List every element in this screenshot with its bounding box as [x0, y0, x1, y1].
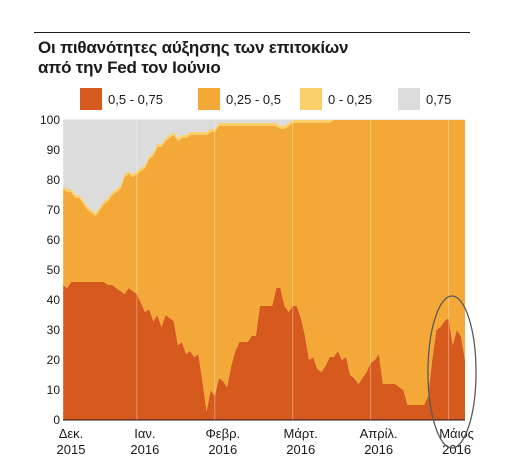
- chart-title-line-2: από την Fed τον Ιούνιο: [38, 58, 221, 77]
- legend-item-0-75: 0,75: [398, 88, 451, 110]
- chart-title-line-1: Οι πιθανότητες αύξησης των επιτοκίων: [38, 38, 349, 57]
- x-tick-label-month-5: Μάιος: [439, 426, 474, 441]
- legend-item-0-5-0-75: 0,5 - 0,75: [80, 88, 163, 110]
- y-tick-label-60: 60: [47, 233, 61, 247]
- x-tick-label-year-1: 2016: [130, 442, 159, 457]
- x-tick-label-month-0: Δεκ.: [59, 426, 84, 441]
- y-tick-label-40: 40: [47, 293, 61, 307]
- area-series-2: [63, 120, 465, 216]
- legend-swatch: [300, 88, 322, 110]
- legend-label: 0,75: [426, 91, 452, 107]
- area-series-1: [63, 120, 465, 411]
- title-top-rule: [34, 32, 470, 33]
- y-tick-label-80: 80: [47, 173, 61, 187]
- x-tick-label-year-5: 2016: [442, 442, 471, 457]
- legend-swatch: [80, 88, 102, 110]
- legend-item-0-0-25: 0 - 0,25: [300, 88, 372, 110]
- y-tick-label-70: 70: [47, 203, 61, 217]
- y-tick-label-10: 10: [47, 383, 61, 397]
- area-series-0: [63, 282, 465, 420]
- legend-item-0-25-0-5: 0,25 - 0,5: [198, 88, 281, 110]
- legend-label: 0,5 - 0,75: [108, 91, 163, 107]
- legend-swatch: [398, 88, 420, 110]
- x-tick-label-month-2: Φεβρ.: [205, 426, 240, 441]
- x-tick-label-month-1: Ιαν.: [134, 426, 155, 441]
- x-tick-label-year-3: 2016: [286, 442, 315, 457]
- area-series-3: [63, 120, 465, 213]
- legend-label: 0 - 0,25: [328, 91, 373, 107]
- x-tick-label-year-4: 2016: [364, 442, 393, 457]
- y-tick-label-50: 50: [47, 263, 61, 277]
- x-tick-label-year-2: 2016: [208, 442, 237, 457]
- legend-swatch: [198, 88, 220, 110]
- y-tick-label-90: 90: [47, 143, 61, 157]
- legend-label: 0,25 - 0,5: [226, 91, 281, 107]
- y-tick-label-0: 0: [53, 413, 60, 427]
- y-tick-label-100: 100: [40, 113, 60, 127]
- y-tick-label-20: 20: [47, 353, 61, 367]
- x-tick-label-month-3: Μάρτ.: [284, 426, 318, 441]
- x-tick-label-month-4: Απρίλ.: [360, 426, 398, 441]
- x-tick-label-year-0: 2015: [57, 442, 86, 457]
- y-tick-label-30: 30: [47, 323, 61, 337]
- highlight-ellipse: [427, 295, 477, 449]
